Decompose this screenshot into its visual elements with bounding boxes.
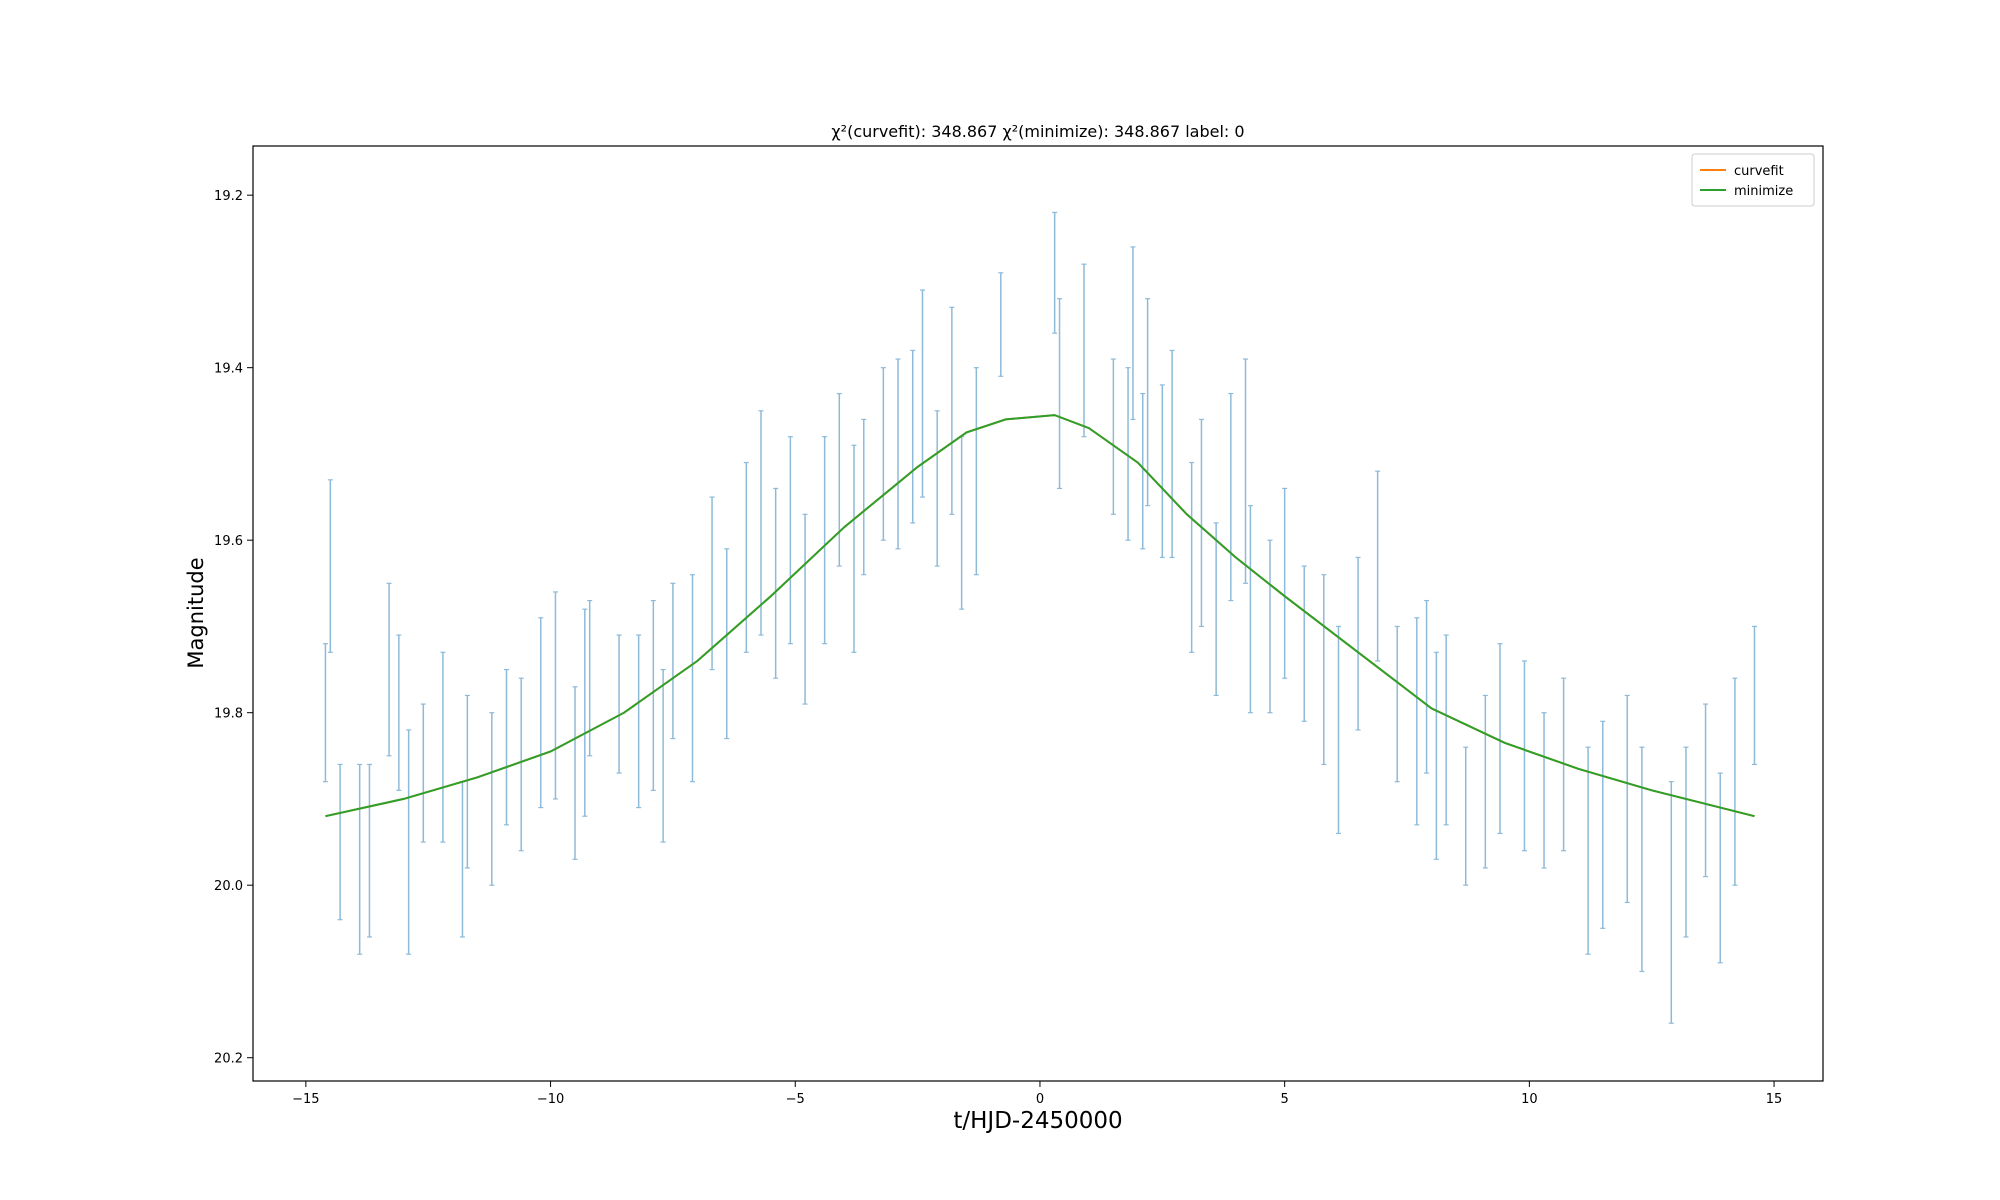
- y-tick-label: 19.2: [214, 189, 243, 204]
- x-tick-label: 10: [1521, 1092, 1538, 1107]
- x-tick-label: 0: [1036, 1092, 1044, 1107]
- y-tick-label: 19.8: [214, 707, 243, 722]
- legend-box: [1691, 153, 1815, 207]
- y-tick-label: 19.6: [214, 534, 243, 549]
- fit-line: [325, 414, 1755, 818]
- x-tick-label: −10: [537, 1092, 564, 1107]
- x-axis-label: t/HJD-2450000: [953, 1108, 1122, 1134]
- y-tick-label: 20.2: [214, 1052, 243, 1067]
- legend-label: minimize: [1734, 184, 1793, 199]
- y-tick-label: 20.0: [214, 879, 243, 894]
- error-bars: [322, 211, 1757, 1024]
- plot-frame: [252, 145, 1824, 1082]
- x-tick-label: −5: [786, 1092, 805, 1107]
- y-tick-label: 19.4: [214, 362, 243, 377]
- legend-label: curvefit: [1734, 164, 1784, 179]
- x-tick-label: 15: [1766, 1092, 1783, 1107]
- x-tick-label: 5: [1281, 1092, 1289, 1107]
- chart-title: χ²(curvefit): 348.867 χ²(minimize): 348.…: [831, 122, 1244, 141]
- x-tick-label: −15: [292, 1092, 319, 1107]
- y-axis-label: Magnitude: [184, 557, 208, 668]
